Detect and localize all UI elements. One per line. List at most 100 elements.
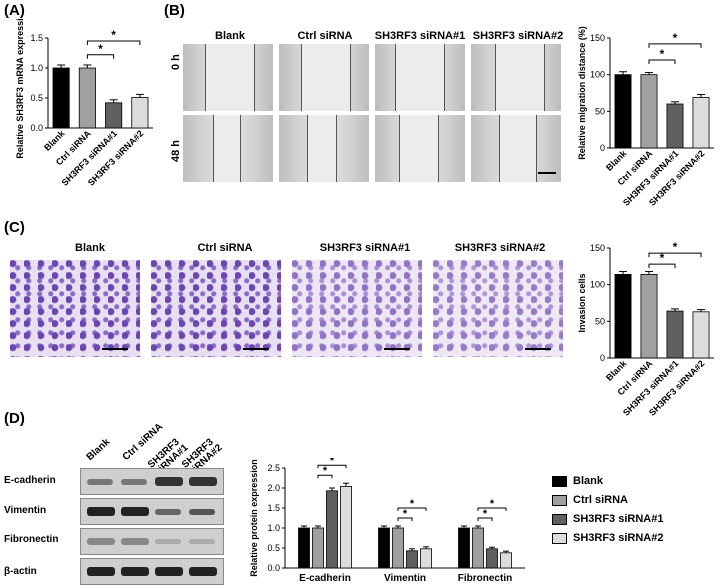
significance-bracket: [648, 59, 676, 64]
significance-bracket: [86, 40, 141, 45]
scratch-image-blank-48h: [183, 115, 273, 182]
significance-star: *: [490, 498, 495, 510]
scratch-image-si2-0h: [471, 44, 561, 111]
y-axis-label: Invasion cells: [577, 273, 587, 332]
scratch-image-si2-48h: [471, 115, 561, 182]
y-tick-label: 50: [595, 316, 605, 326]
significance-star: *: [111, 28, 116, 42]
bar-0: [614, 74, 632, 149]
significance-star: *: [323, 465, 328, 477]
panel-label-d: (D): [4, 410, 25, 427]
bar-2: [486, 548, 498, 569]
significance-bracket: [317, 464, 347, 469]
panel-b-row-0h: 0 h: [170, 54, 182, 70]
significance-star: *: [673, 240, 678, 254]
significance-bracket: [648, 252, 702, 258]
y-tick-label: 0: [600, 353, 605, 363]
wb-strip-fibronectin: [80, 528, 224, 555]
panel-label-c: (C): [4, 219, 25, 236]
significance-bracket: [648, 43, 702, 48]
y-tick-label: 1.0: [30, 63, 43, 73]
legend-item-si1: SH3RF3 siRNA#1: [552, 513, 663, 525]
y-tick-label: 0.0: [30, 123, 43, 133]
transwell-scale-bar-ctrl: [243, 348, 269, 350]
significance-star: *: [660, 47, 665, 61]
panel-b-row-48h: 48 h: [170, 139, 182, 162]
bar-1: [640, 74, 658, 149]
transwell-image-si2: [433, 260, 563, 357]
panel-c-title-blank: Blank: [75, 242, 105, 254]
panel-c-title-si1: SH3RF3 siRNA#1: [319, 242, 411, 254]
significance-star: *: [660, 251, 665, 265]
bar-3: [420, 548, 432, 569]
panel-b-title-ctrl: Ctrl siRNA: [297, 30, 353, 42]
y-tick-label: 100: [590, 70, 605, 80]
y-tick-label: 2.0: [267, 483, 280, 493]
panel-b-title-si2: SH3RF3 siRNA#2: [472, 30, 564, 42]
y-tick-label: 100: [590, 280, 605, 290]
y-tick-label: 50: [595, 106, 605, 116]
wb-label-bactin: β-actin: [4, 566, 37, 577]
significance-bracket: [477, 507, 507, 511]
significance-star: *: [410, 498, 415, 510]
panel-c-title-ctrl: Ctrl siRNA: [197, 242, 253, 254]
transwell-scale-bar-si1: [384, 348, 410, 350]
y-tick-label: 1.5: [30, 33, 43, 43]
bar-0: [52, 67, 70, 129]
panel-b-title-blank: Blank: [215, 30, 245, 42]
legend-swatch-si2: [552, 532, 567, 544]
significance-star: *: [98, 42, 103, 56]
y-tick-label: 150: [590, 243, 605, 253]
y-tick-label: 0.0: [267, 563, 280, 573]
significance-star: *: [403, 508, 408, 520]
wb-strip-bactin: [80, 558, 224, 585]
y-tick-label: 0.5: [30, 93, 43, 103]
bar-0: [298, 527, 310, 569]
bar-2: [666, 310, 684, 359]
wb-strip-ecadherin: [80, 468, 224, 495]
category-label: E-cadherin: [299, 573, 351, 584]
legend-swatch-si1: [552, 513, 567, 525]
y-axis-label: Relative SH3RF3 mRNA expression: [15, 18, 25, 159]
panel-b-title-si1: SH3RF3 siRNA#1: [374, 30, 466, 42]
bar-0: [458, 527, 470, 569]
wb-lane-blank: Blank: [84, 436, 113, 463]
significance-bracket: [648, 263, 676, 269]
category-label: Blank: [42, 128, 67, 153]
transwell-image-ctrl: [151, 260, 281, 357]
significance-star: *: [330, 458, 335, 467]
transwell-scale-bar-blank: [102, 348, 128, 350]
bar-3: [692, 311, 710, 359]
transwell-image-blank: [10, 260, 140, 357]
bar-1: [472, 527, 484, 569]
legend-swatch-ctrl: [552, 494, 567, 506]
bar-2: [326, 490, 338, 569]
chart-a: 0.0 0.5 1.0 1.5 Relative SH3RF3 mRNA express…: [15, 18, 153, 188]
significance-bracket: [397, 517, 413, 521]
legend-item-si2: SH3RF3 siRNA#2: [552, 532, 663, 544]
transwell-image-si1: [292, 260, 422, 357]
scratch-image-si1-48h: [375, 115, 465, 182]
scratch-image-si1-0h: [375, 44, 465, 111]
panel-label-b: (B): [164, 2, 185, 19]
y-tick-label: 2.5: [267, 463, 280, 473]
bar-3: [340, 485, 352, 569]
y-tick-label: 0.5: [267, 543, 280, 553]
legend-swatch-blank: [552, 475, 567, 487]
significance-bracket: [317, 474, 333, 479]
wb-label-vimentin: Vimentin: [4, 505, 47, 516]
category-label: Vimentin: [384, 573, 426, 584]
bar-2: [406, 550, 418, 569]
panel-c-title-si2: SH3RF3 siRNA#2: [454, 242, 546, 254]
scratch-image-ctrl-0h: [279, 44, 369, 111]
bar-3: [692, 97, 710, 149]
bar-0: [378, 527, 390, 569]
bar-3: [500, 552, 512, 569]
y-tick-label: 1.5: [267, 503, 280, 513]
bar-2: [105, 102, 123, 129]
significance-bracket: [397, 507, 427, 511]
bar-3: [131, 97, 149, 129]
y-axis-label: Relative migration distance (%): [577, 26, 587, 160]
significance-bracket: [86, 54, 115, 59]
